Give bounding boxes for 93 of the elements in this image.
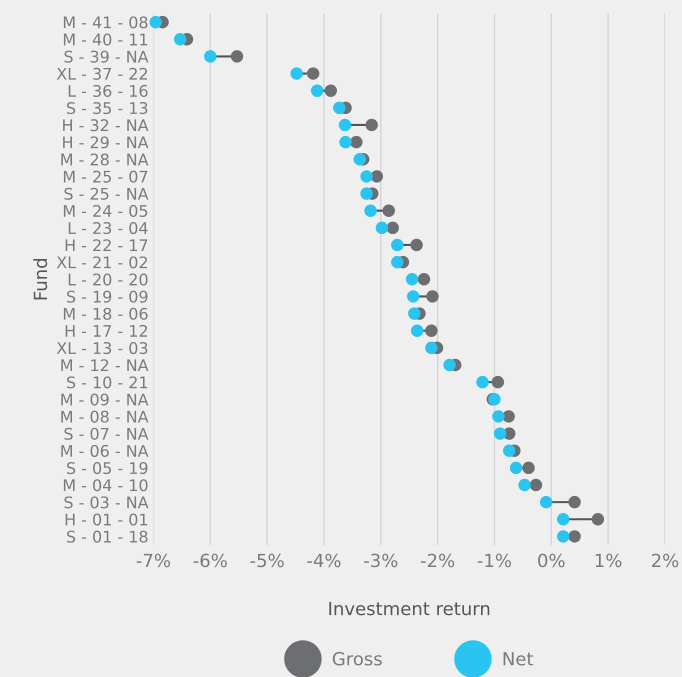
y-tick-label: S - 35 - 13 [67,102,148,114]
point [557,513,570,526]
point [492,376,504,388]
x-tick-label: -3% [364,554,398,568]
point [324,84,337,97]
point [476,376,489,388]
point [386,222,399,234]
point [426,290,439,303]
y-tick-label: S - 39 - NA [64,50,148,63]
point [510,462,522,474]
legend-label: Net [504,652,534,666]
y-tick-label: M - 24 - 05 [64,204,148,217]
point [364,204,377,217]
point [503,444,516,457]
y-tick-label: L - 23 - 04 [68,222,148,234]
y-tick-label: H - 29 - NA [63,136,148,148]
point [530,478,542,492]
x-tick-label: -6% [194,554,227,568]
y-tick-label: M - 25 - 07 [64,170,148,183]
point [391,238,404,252]
point [522,462,535,474]
y-tick-label: S - 05 - 19 [67,462,148,474]
point [150,16,162,28]
x-tick-label: 2% [652,554,678,568]
y-tick-label: XL - 13 - 03 [56,342,148,354]
point [354,153,366,166]
y-tick-label: S - 10 - 21 [67,376,148,388]
y-tick-label: L - 20 - 20 [68,273,148,286]
x-axis-title: Investment return [329,602,490,616]
y-tick-label: S - 03 - NA [64,496,148,508]
legend-label: Gross [332,652,382,666]
y-tick-label: XL - 21 - 02 [56,256,147,268]
point [410,324,424,337]
point [425,342,438,354]
point [360,170,373,183]
y-tick-label: S - 19 - 09 [67,290,148,303]
point [290,67,303,80]
point [365,118,378,132]
y-tick-label: S - 25 - NA [64,188,148,200]
point [306,67,320,80]
x-tick-label: 1% [596,554,622,568]
point [230,50,244,63]
point [557,530,570,543]
point [443,358,456,372]
point [592,513,604,526]
point [204,50,216,63]
x-tick-label: -7% [136,554,170,568]
y-tick-label: M - 41 - 08 [64,16,148,28]
y-tick-label: H - 32 - NA [63,119,148,132]
y-tick-label: M - 28 - NA [61,153,148,166]
point [382,204,395,217]
point [174,33,186,46]
point [350,136,363,148]
point [418,273,430,286]
point [360,187,373,200]
y-tick-label: M - 08 - NA [61,410,148,423]
point [333,102,346,114]
y-tick-label: M - 06 - NA [61,444,148,457]
y-tick-label: H - 22 - 17 [66,239,148,252]
y-tick-label: H - 17 - 12 [66,324,147,337]
point [338,118,352,132]
y-tick-label: L - 36 - 16 [68,84,148,97]
point [391,256,404,268]
point [406,273,418,286]
point [425,324,438,337]
y-tick-label: H - 01 - 01 [66,513,148,526]
y-tick-label: XL - 37 - 22 [56,68,147,80]
y-tick-label: S - 01 - 18 [67,530,148,543]
point [494,427,506,440]
y-tick-label: M - 09 - NA [61,393,148,406]
x-tick-label: -1% [478,554,512,568]
x-tick-label: -5% [250,554,284,568]
point [518,478,531,492]
point [540,496,552,508]
point [310,84,324,97]
point [492,410,505,423]
y-tick-label: M - 18 - 06 [64,308,148,320]
point [406,290,420,303]
y-tick-label: M - 12 - NA [61,359,148,372]
y-tick-label: S - 07 - NA [64,428,148,440]
x-tick-label: -4% [307,554,341,568]
x-tick-label: 0% [538,554,565,568]
point [568,530,581,543]
x-tick-label: -2% [420,554,454,568]
y-tick-label: M - 40 - 11 [64,33,148,46]
point [339,136,352,148]
y-tick-label: M - 04 - 10 [64,479,148,492]
y-axis-title: Fund [33,259,48,300]
point [410,238,423,252]
point [408,307,421,320]
point [370,170,384,183]
point [376,222,388,234]
point [568,496,581,508]
